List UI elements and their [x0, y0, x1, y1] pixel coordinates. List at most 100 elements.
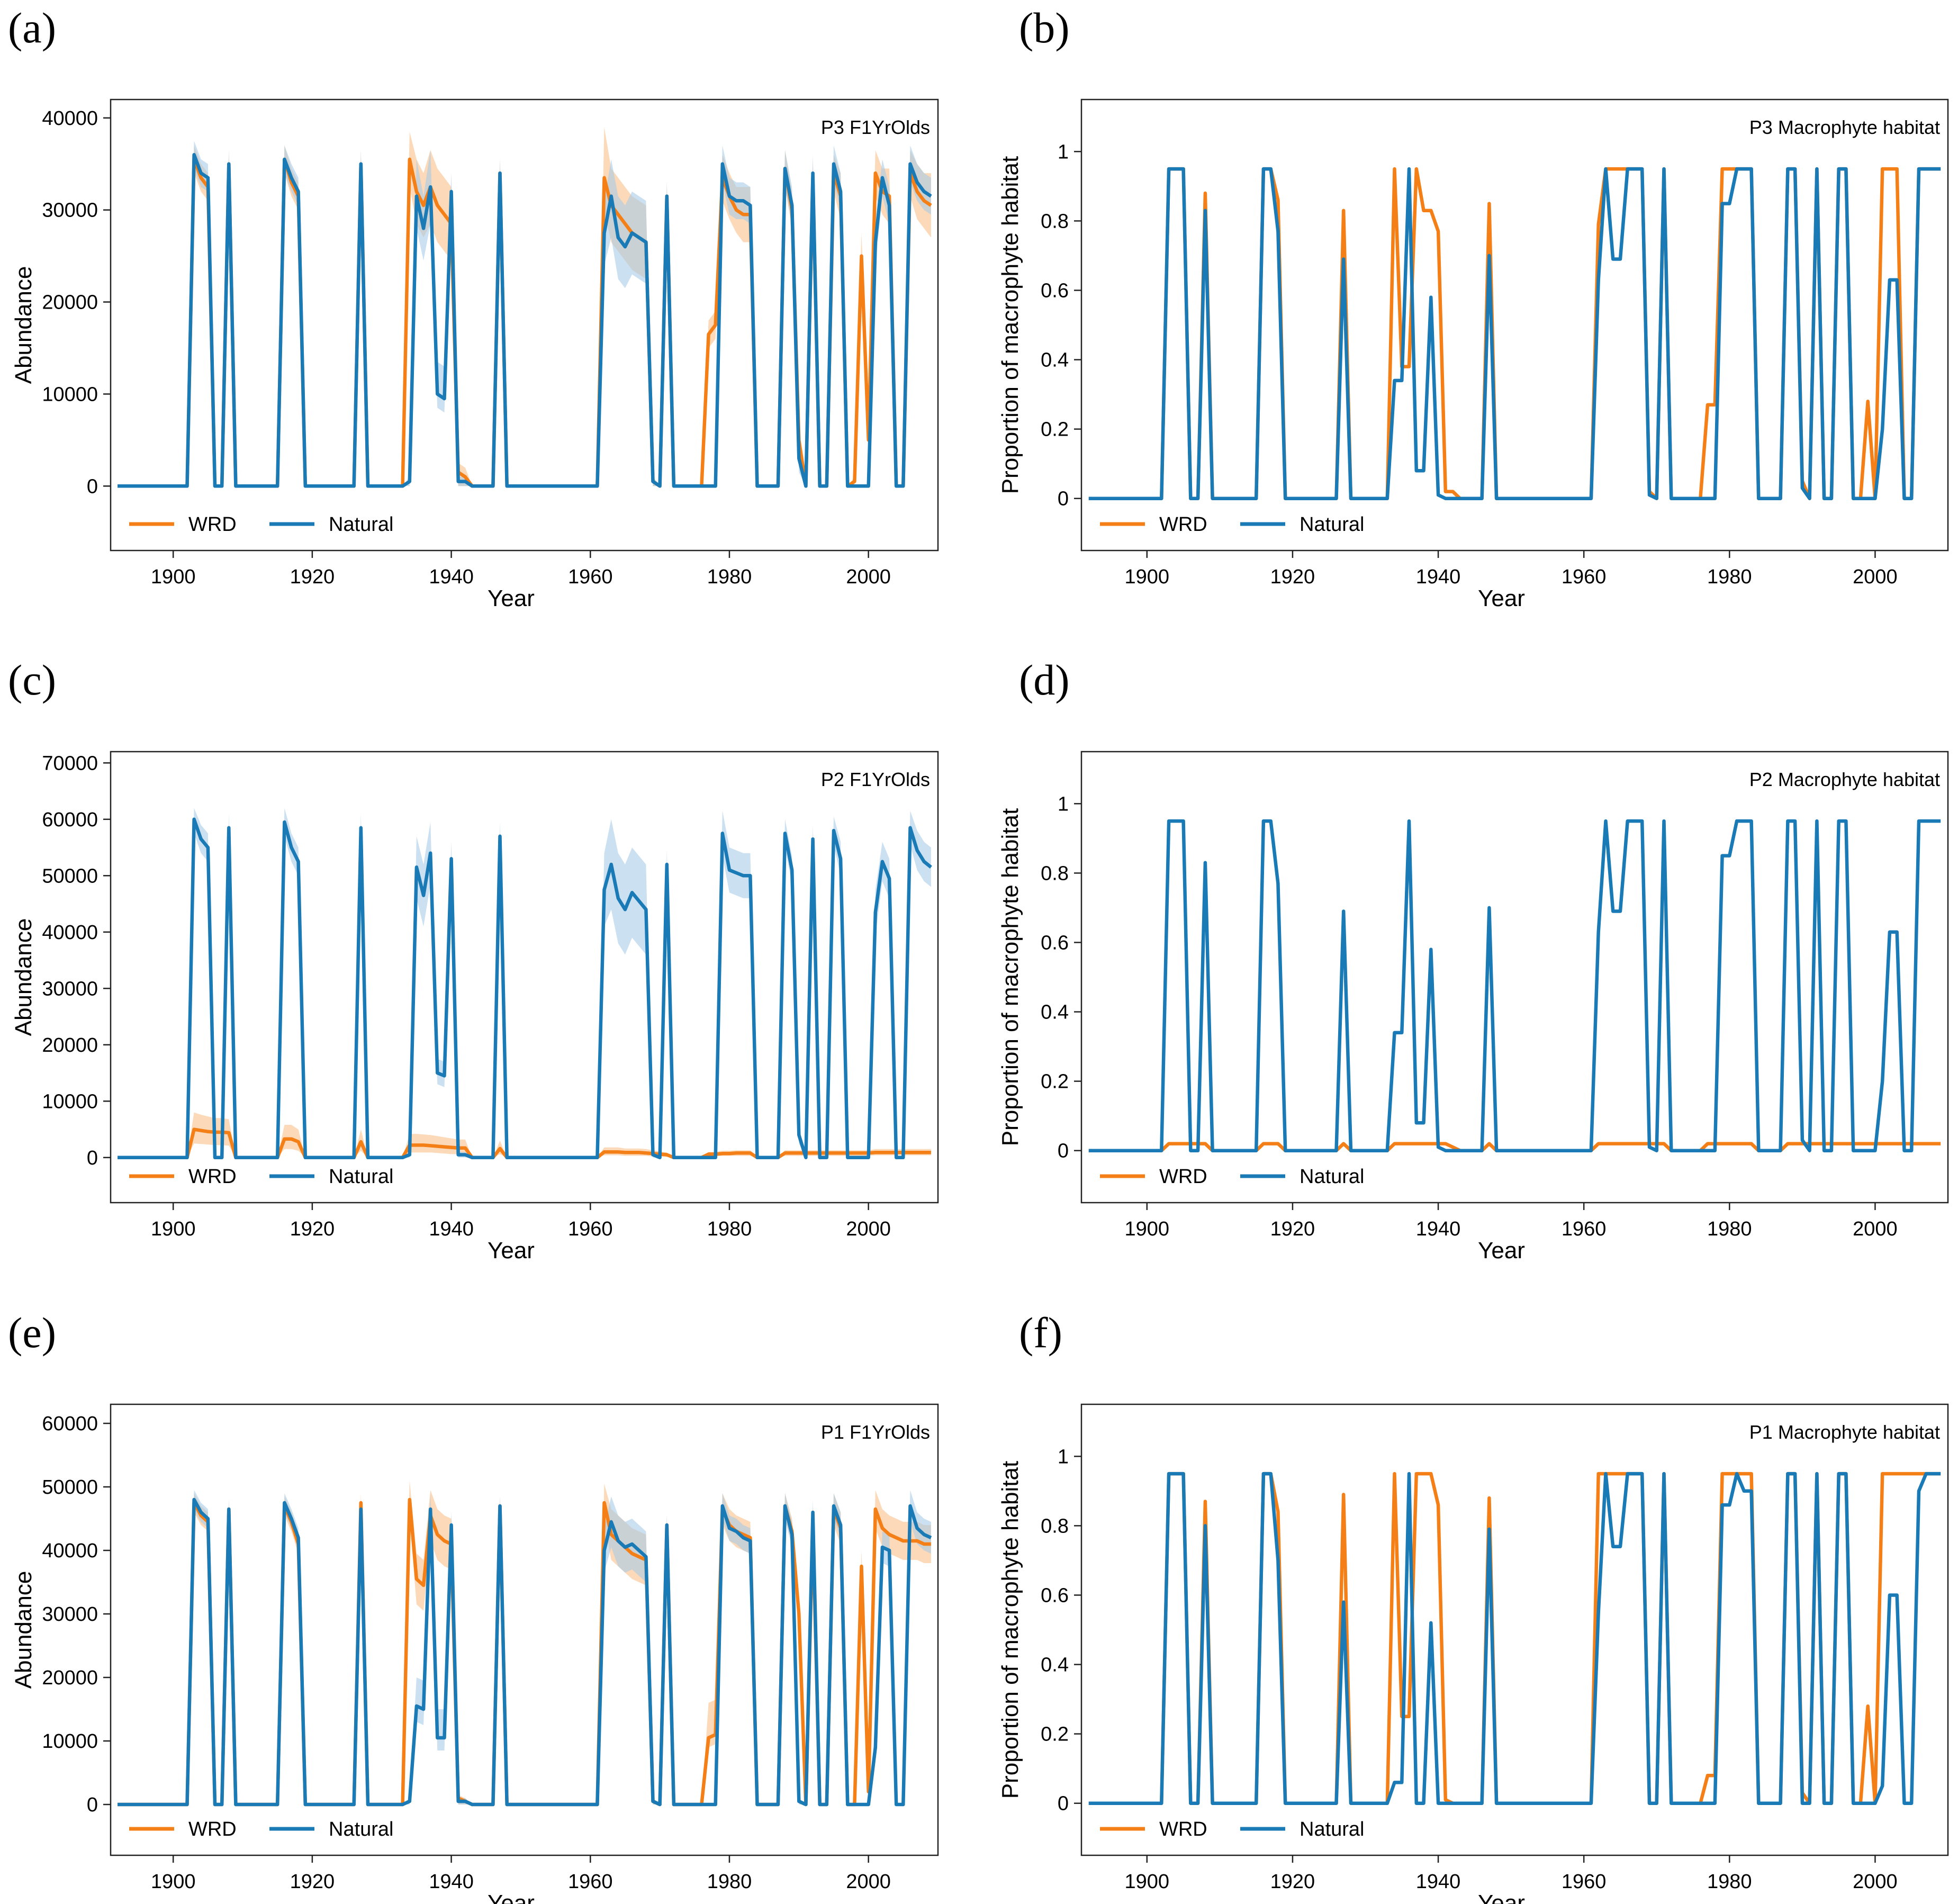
legend-label-wrd: WRD [188, 1818, 237, 1840]
y-tick-label: 0 [1058, 488, 1069, 510]
legend-label-natural: Natural [1300, 1818, 1365, 1840]
y-tick-label: 10000 [42, 1730, 98, 1753]
series-line-natural [118, 153, 932, 488]
y-tick-label: 0 [87, 1147, 98, 1169]
x-tick-label: 1920 [1270, 566, 1315, 588]
x-tick-label: 1940 [1416, 566, 1461, 588]
legend-label-natural: Natural [329, 1166, 394, 1188]
y-tick-label: 70000 [42, 752, 98, 774]
y-tick-label: 10000 [42, 383, 98, 405]
x-tick-label: 1920 [290, 1218, 335, 1240]
x-tick-label: 1940 [1416, 1871, 1461, 1893]
series-line-natural [1088, 1472, 1941, 1805]
x-tick-label: 1900 [1125, 1871, 1170, 1893]
y-tick-label: 20000 [42, 292, 98, 314]
legend: WRD Natural [1100, 513, 1365, 536]
legend: WRD Natural [1100, 1166, 1365, 1188]
y-axis-label: Proportion of macrophyte habitat [997, 156, 1023, 494]
panel-a: (a)1900 1920 1940 1960 1980 20000100002000030… [8, 4, 939, 611]
plot-area [1088, 167, 1941, 500]
y-tick-label: 50000 [42, 1476, 98, 1499]
plot-frame [1080, 751, 1949, 1204]
y-tick-label: 30000 [42, 978, 98, 1000]
x-tick-label: 1980 [1707, 1218, 1752, 1240]
legend-label-wrd: WRD [188, 1166, 237, 1188]
x-tick-label: 1900 [151, 1218, 196, 1240]
x-tick-label: 1980 [1707, 566, 1752, 588]
panel-letter: (c) [8, 656, 56, 704]
x-tick-label: 1960 [1562, 1218, 1607, 1240]
y-axis-label: Proportion of macrophyte habitat [997, 808, 1023, 1146]
y-tick-label: 0.8 [1041, 1515, 1069, 1537]
panel-title: P2 F1YrOlds [821, 769, 930, 790]
y-tick-label: 1 [1058, 1446, 1069, 1468]
panel-letter: (e) [8, 1309, 56, 1357]
panel-f: (f) 1900 1920 1940 1960 1980 2000 0 0.2 0.4 0.6 0.8… [997, 1309, 1949, 1904]
legend-label-wrd: WRD [1159, 1166, 1207, 1188]
y-tick-label: 10000 [42, 1090, 98, 1113]
plot-area [118, 808, 932, 1160]
y-axis-label: Abundance [11, 918, 37, 1036]
panel-title: P2 Macrophyte habitat [1749, 769, 1940, 790]
y-tick-label: 30000 [42, 200, 98, 222]
x-tick-label: 1960 [1562, 1871, 1607, 1893]
y-tick-label: 0.2 [1041, 1723, 1069, 1746]
panel-b: (b) 1900 1920 1940 1960 1980 2000 0 0.2 0.4 0.6 0.8… [997, 4, 1949, 611]
legend-label-natural: Natural [329, 513, 394, 536]
ci-band-natural [118, 808, 931, 1158]
x-tick-label: 1960 [568, 1871, 613, 1893]
panel-title: P1 F1YrOlds [821, 1421, 930, 1443]
plot-frame [1080, 1403, 1949, 1856]
y-tick-label: 30000 [42, 1603, 98, 1626]
legend-label-natural: Natural [329, 1818, 394, 1840]
legend: WRD Natural [129, 1818, 394, 1840]
x-tick-label: 1900 [1125, 566, 1170, 588]
y-tick-label: 60000 [42, 1413, 98, 1435]
x-tick-label: 2000 [1853, 566, 1898, 588]
panel-d: (d) 1900 1920 1940 1960 1980 2000 0 0.2 0.4 0.6 0.8… [997, 656, 1949, 1264]
x-tick-label: 1940 [1416, 1218, 1461, 1240]
plot-frame [110, 751, 939, 1204]
y-tick-label: 0.4 [1041, 1001, 1069, 1024]
x-tick-label: 1940 [429, 566, 474, 588]
y-tick-label: 60000 [42, 809, 98, 831]
x-tick-label: 1980 [707, 566, 752, 588]
panel-letter: (a) [8, 4, 56, 52]
plot-area [1088, 819, 1941, 1152]
series-line-natural [118, 817, 932, 1160]
y-tick-label: 20000 [42, 1034, 98, 1057]
x-tick-label: 1940 [429, 1218, 474, 1240]
y-tick-label: 40000 [42, 107, 98, 130]
series-line-wrd [1088, 1142, 1941, 1152]
legend-label-wrd: WRD [1159, 1818, 1207, 1840]
x-axis-label: Year [488, 585, 535, 611]
series-line-wrd [118, 1127, 931, 1160]
y-tick-label: 0.6 [1041, 279, 1069, 302]
plot-frame [110, 98, 939, 552]
series-line-natural [1088, 819, 1941, 1152]
ci-band-wrd [118, 1112, 931, 1158]
y-tick-label: 0.8 [1041, 862, 1069, 885]
x-axis-label: Year [1478, 1890, 1525, 1904]
y-tick-label: 40000 [42, 922, 98, 944]
panel-e: (e)1900 1920 1940 1960 1980 20000100002000030… [8, 1309, 939, 1904]
panel-title: P3 Macrophyte habitat [1749, 116, 1940, 138]
legend-label-wrd: WRD [188, 513, 237, 536]
legend-label-wrd: WRD [1159, 513, 1207, 536]
y-tick-label: 20000 [42, 1667, 98, 1689]
legend: WRD Natural [129, 1166, 394, 1188]
x-tick-label: 2000 [846, 566, 891, 588]
plot-frame [1080, 98, 1949, 552]
y-tick-label: 1 [1058, 793, 1069, 815]
x-tick-label: 2000 [1853, 1871, 1898, 1893]
plot-area [118, 127, 932, 488]
y-tick-label: 1 [1058, 141, 1069, 163]
panel-title: P3 F1YrOlds [821, 116, 930, 138]
x-tick-label: 1920 [1270, 1218, 1315, 1240]
y-tick-label: 50000 [42, 865, 98, 887]
x-tick-label: 1900 [1125, 1218, 1170, 1240]
y-tick-label: 0.6 [1041, 1584, 1069, 1607]
x-tick-label: 1900 [151, 566, 196, 588]
y-tick-label: 0.6 [1041, 932, 1069, 954]
